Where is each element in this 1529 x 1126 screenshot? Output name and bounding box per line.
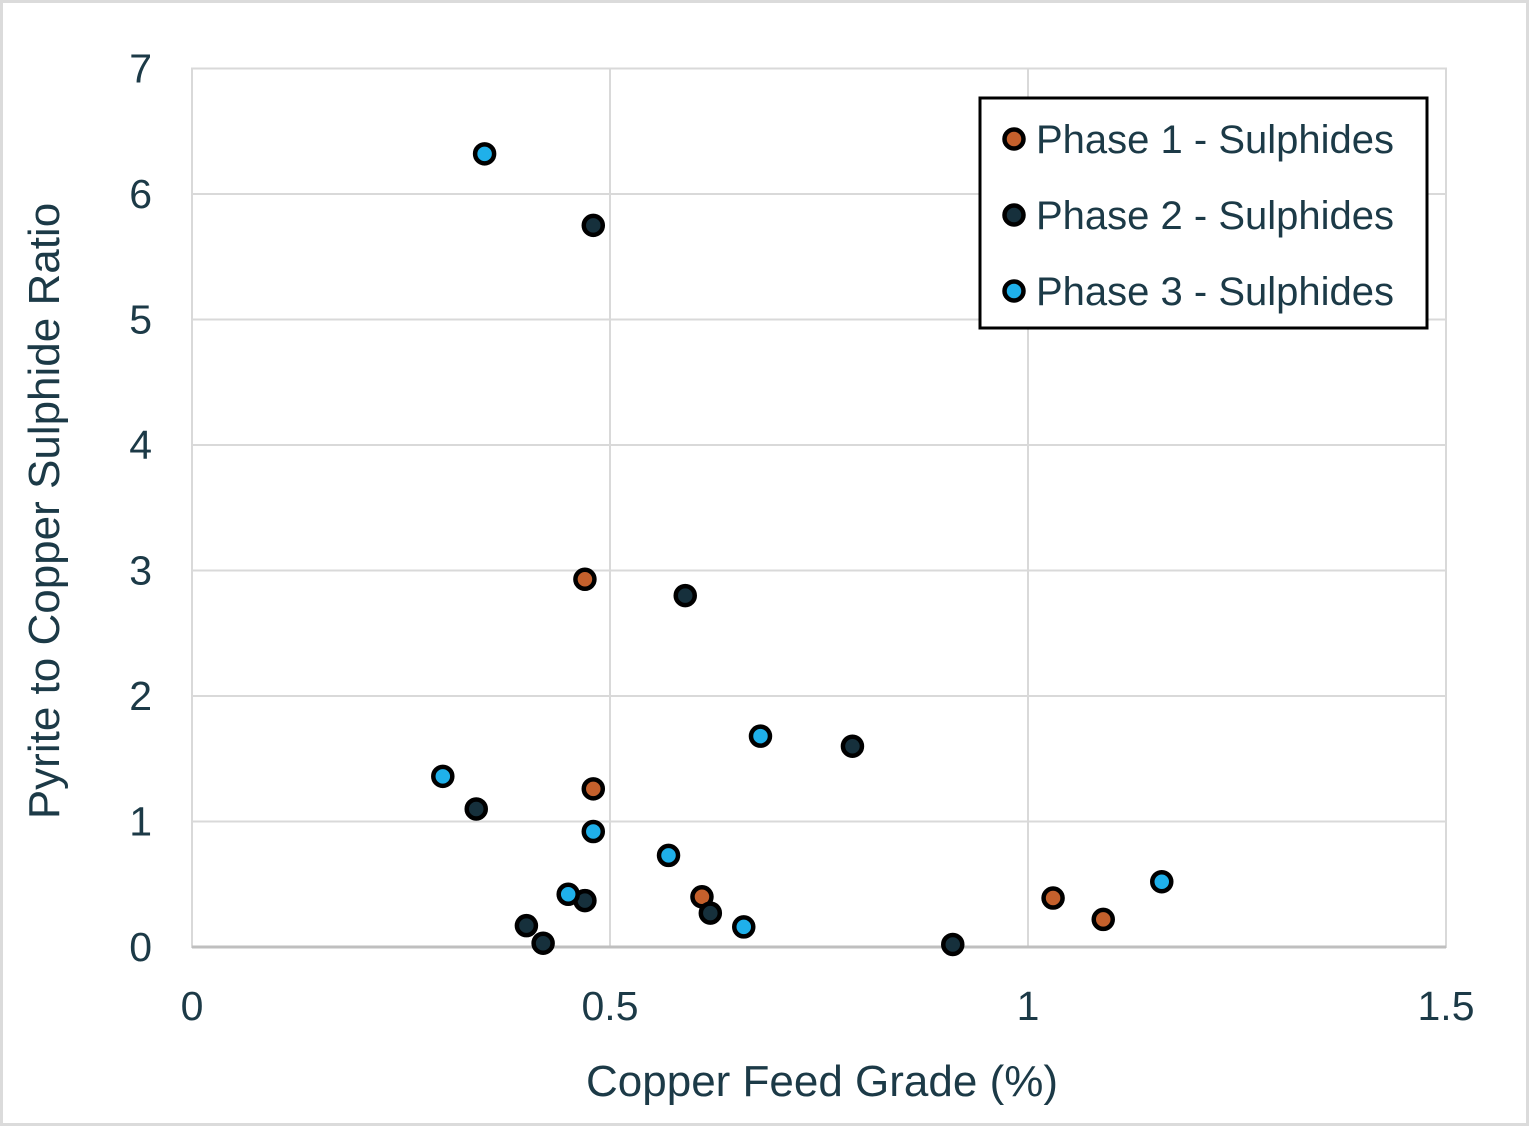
x-tick-label: 1 [1017,983,1040,1029]
legend-marker-phase-1 [1002,127,1026,151]
data-point-series-2 [840,734,865,758]
legend-label-phase-1: Phase 1 - Sulphides [1036,118,1394,162]
x-tick-label: 0 [181,983,204,1029]
x-axis-title: Copper Feed Grade (%) [586,1057,1058,1106]
legend-label-phase-2: Phase 2 - Sulphides [1036,194,1394,238]
data-point-series-3 [431,764,455,789]
y-tick-label: 2 [129,673,152,719]
data-point-series-3 [656,843,681,868]
y-tick-label: 0 [129,924,152,970]
data-point-series-3 [1150,869,1174,894]
data-points [431,142,1174,957]
legend-marker-phase-2 [1002,203,1026,227]
legend-marker-phase-3 [1002,279,1026,303]
data-point-series-1 [573,567,597,592]
data-point-series-2 [531,931,555,955]
data-point-series-2 [464,797,488,821]
data-point-series-1 [581,777,606,801]
x-tick-label: 1.5 [1418,983,1475,1029]
plot-border [191,67,1447,949]
data-point-series-2 [514,913,539,938]
data-point-series-2 [698,901,723,925]
data-point-series-2 [581,213,606,238]
data-point-series-3 [556,882,580,907]
data-point-series-2 [941,932,965,957]
y-axis-tick-labels: 0 1 2 3 4 5 6 7 [129,46,152,971]
data-point-series-3 [472,142,497,166]
y-tick-label: 3 [129,548,152,594]
y-tick-label: 6 [129,171,152,217]
data-point-series-3 [748,724,773,748]
y-axis-title: Pyrite to Copper Sulphide Ratio [20,203,69,819]
legend-label-phase-3: Phase 3 - Sulphides [1036,270,1394,314]
y-tick-label: 5 [129,297,152,343]
x-axis-tick-labels: 0 0.5 1 1.5 [181,983,1475,1029]
y-tick-label: 1 [129,799,152,845]
y-tick-label: 4 [129,422,152,468]
x-tick-label: 0.5 [582,983,639,1029]
legend-box [978,96,1429,330]
data-point-series-1 [1041,886,1065,910]
y-tick-label: 7 [129,46,152,92]
data-point-series-3 [732,915,756,939]
data-point-series-1 [1091,907,1115,932]
legend: Phase 1 - Sulphides Phase 2 - Sulphides … [978,96,1429,330]
data-point-series-2 [673,583,697,608]
data-point-series-3 [581,819,606,844]
